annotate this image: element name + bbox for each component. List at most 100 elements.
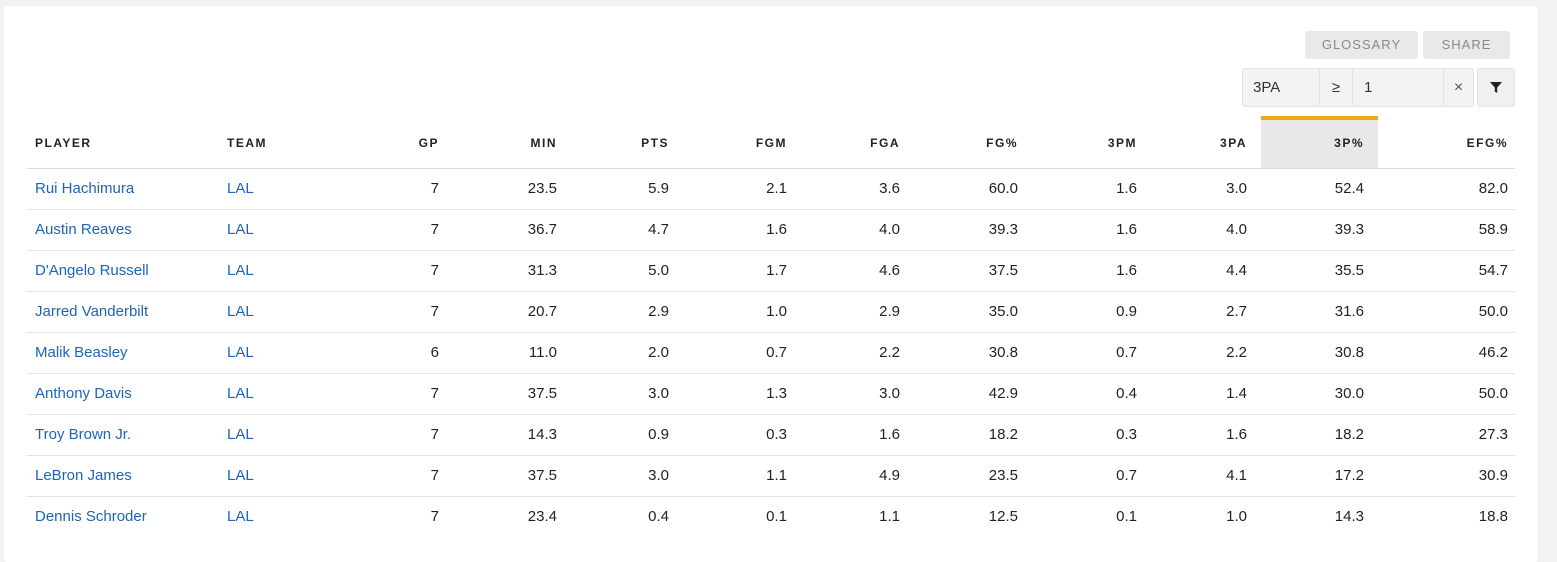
column-header-player[interactable]: PLAYER xyxy=(27,116,219,169)
player-name-link[interactable]: LeBron James xyxy=(27,455,219,497)
stat-cell-efg-pct: 58.9 xyxy=(1371,209,1515,251)
filter-value-input[interactable] xyxy=(1353,69,1443,106)
table-row: Troy Brown Jr. LAL 7 14.3 0.9 0.3 1.6 18.2 0.3 1.… xyxy=(27,414,1515,456)
stat-cell-fg-pct: 12.5 xyxy=(988,508,1018,526)
column-header-pts[interactable]: PTS xyxy=(564,116,676,169)
stat-cell-fgm: 1.7 xyxy=(676,250,794,292)
player-name-link[interactable]: Jarred Vanderbilt xyxy=(27,291,219,333)
stat-cell-fgm: 1.1 xyxy=(676,455,794,497)
stat-cell-min: 23.4 xyxy=(527,508,557,526)
player-name-link[interactable]: Dennis Schroder xyxy=(35,508,147,526)
player-name-link[interactable]: Troy Brown Jr. xyxy=(27,414,219,456)
stat-cell-3p-pct: 30.0 xyxy=(1254,373,1371,415)
player-name-link[interactable]: Anthony Davis xyxy=(27,373,219,415)
column-header-fga[interactable]: FGA xyxy=(794,116,907,169)
column-header-3p-pct[interactable]: 3P% xyxy=(1254,116,1371,169)
team-link[interactable]: LAL xyxy=(219,291,324,333)
stat-cell-fga: 4.9 xyxy=(794,455,907,497)
team-link[interactable]: LAL xyxy=(219,332,324,374)
stat-cell-fgm: 0.1 xyxy=(766,508,787,526)
stat-cell-min: 20.7 xyxy=(446,291,564,333)
stat-cell-fga: 3.6 xyxy=(794,168,907,210)
stat-cell-3p-pct: 31.6 xyxy=(1254,291,1371,333)
stat-cell-gp: 7 xyxy=(324,209,446,251)
stat-cell-3pa: 2.7 xyxy=(1144,291,1254,333)
team-link[interactable]: LAL xyxy=(219,209,324,251)
stat-cell-pts: 3.0 xyxy=(564,455,676,497)
team-link[interactable]: LAL xyxy=(219,455,324,497)
stat-cell-min: 36.7 xyxy=(446,209,564,251)
table-row: Rui Hachimura LAL 7 23.5 5.9 2.1 3.6 60.0 1.6 3.0… xyxy=(27,168,1515,210)
column-header-gp[interactable]: GP xyxy=(324,116,446,169)
stat-cell-fga: 3.0 xyxy=(794,373,907,415)
filter-stat-select[interactable]: 3PA xyxy=(1243,69,1320,106)
table-row: Austin Reaves LAL 7 36.7 4.7 1.6 4.0 39.3 1.6 4.0… xyxy=(27,209,1515,251)
player-name-link[interactable]: Rui Hachimura xyxy=(27,168,219,210)
column-header-efg-pct[interactable]: EFG% xyxy=(1371,116,1515,169)
team-link[interactable]: LAL xyxy=(219,250,324,292)
stat-cell-fga: 1.1 xyxy=(879,508,900,526)
stat-cell-min: 37.5 xyxy=(446,455,564,497)
stat-cell-3p-pct: 14.3 xyxy=(1334,508,1364,526)
column-header-3pa[interactable]: 3PA xyxy=(1144,116,1254,169)
stat-cell-3pa: 2.2 xyxy=(1144,332,1254,374)
stat-cell-pts: 5.9 xyxy=(564,168,676,210)
table-row: LeBron James LAL 7 37.5 3.0 1.1 4.9 23.5 0.7 4.1 1… xyxy=(27,455,1515,497)
player-name-link[interactable]: D'Angelo Russell xyxy=(27,250,219,292)
stat-cell-gp: 7 xyxy=(324,291,446,333)
filter-operator-select[interactable]: ≥ xyxy=(1320,69,1353,106)
team-link[interactable]: LAL xyxy=(227,508,254,526)
stat-cell-fg-pct: 42.9 xyxy=(907,373,1025,415)
table-row: Jarred Vanderbilt LAL 7 20.7 2.9 1.0 2.9 35.0 0.… xyxy=(27,291,1515,333)
stat-cell-efg-pct: 50.0 xyxy=(1371,373,1515,415)
stat-cell-3pm: 1.6 xyxy=(1025,168,1144,210)
stat-cell-fg-pct: 30.8 xyxy=(907,332,1025,374)
stat-cell-fg-pct: 18.2 xyxy=(907,414,1025,456)
table-row: Dennis Schroder LAL 7 23.4 0.4 0.1 1.1 12.5 0.1 1… xyxy=(27,496,1515,537)
stat-cell-fga: 2.2 xyxy=(794,332,907,374)
player-name-link[interactable]: Austin Reaves xyxy=(27,209,219,251)
share-button[interactable]: SHARE xyxy=(1423,31,1510,59)
stat-cell-fgm: 1.3 xyxy=(676,373,794,415)
team-link[interactable]: LAL xyxy=(219,414,324,456)
stat-cell-3pa: 4.0 xyxy=(1144,209,1254,251)
stat-cell-pts: 2.9 xyxy=(564,291,676,333)
column-header-fgm[interactable]: FGM xyxy=(676,116,794,169)
stat-cell-fga: 2.9 xyxy=(794,291,907,333)
stat-cell-min: 14.3 xyxy=(446,414,564,456)
stat-cell-3pm: 0.7 xyxy=(1025,455,1144,497)
stat-cell-fg-pct: 37.5 xyxy=(907,250,1025,292)
stat-cell-3p-pct: 30.8 xyxy=(1254,332,1371,374)
stat-cell-3p-pct: 35.5 xyxy=(1254,250,1371,292)
glossary-button[interactable]: GLOSSARY xyxy=(1305,31,1418,59)
apply-filter-button[interactable] xyxy=(1477,68,1515,107)
stat-cell-gp: 7 xyxy=(430,508,439,526)
team-link[interactable]: LAL xyxy=(219,168,324,210)
table-row: Malik Beasley LAL 6 11.0 2.0 0.7 2.2 30.8 0.7 2.2… xyxy=(27,332,1515,374)
stat-cell-gp: 7 xyxy=(324,168,446,210)
table-header-row: PLAYER TEAM GP MIN PTS FGM FGA FG% 3PM 3PA 3P% EFG% xyxy=(27,116,1515,169)
stat-cell-3pm: 0.7 xyxy=(1025,332,1144,374)
filter-clear-button[interactable]: × xyxy=(1443,69,1473,106)
stat-cell-efg-pct: 18.8 xyxy=(1478,508,1508,526)
column-header-3pm[interactable]: 3PM xyxy=(1025,116,1144,169)
stat-cell-gp: 7 xyxy=(324,373,446,415)
player-name-link[interactable]: Malik Beasley xyxy=(27,332,219,374)
stat-cell-gp: 7 xyxy=(324,250,446,292)
stat-cell-fga: 4.6 xyxy=(794,250,907,292)
stat-cell-pts: 2.0 xyxy=(564,332,676,374)
column-header-fg-pct[interactable]: FG% xyxy=(907,116,1025,169)
stat-cell-fg-pct: 23.5 xyxy=(907,455,1025,497)
column-header-team[interactable]: TEAM xyxy=(219,116,324,169)
stat-cell-pts: 0.9 xyxy=(564,414,676,456)
stat-cell-efg-pct: 54.7 xyxy=(1371,250,1515,292)
stat-cell-fga: 1.6 xyxy=(794,414,907,456)
column-header-min[interactable]: MIN xyxy=(446,116,564,169)
stat-cell-gp: 6 xyxy=(324,332,446,374)
stat-cell-fga: 4.0 xyxy=(794,209,907,251)
stat-cell-min: 31.3 xyxy=(446,250,564,292)
team-link[interactable]: LAL xyxy=(219,373,324,415)
stat-cell-3p-pct: 39.3 xyxy=(1254,209,1371,251)
stat-cell-3pm: 0.3 xyxy=(1025,414,1144,456)
stat-filter: 3PA ≥ × xyxy=(1242,68,1474,107)
